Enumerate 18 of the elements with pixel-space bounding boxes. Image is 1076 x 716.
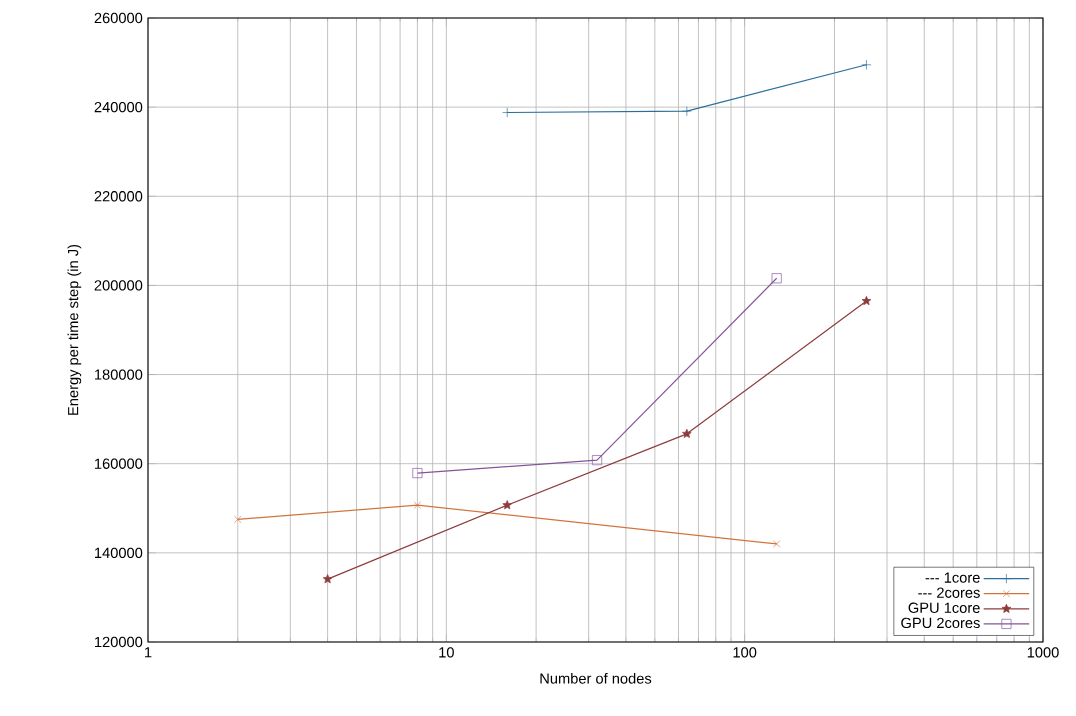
- x-tick-label: 100: [733, 647, 757, 658]
- y-tick-label: 200000: [94, 280, 143, 291]
- x-tick-label: 1: [145, 647, 152, 658]
- x-tick-label: 1000: [1027, 647, 1059, 658]
- y-tick-label: 120000: [95, 636, 143, 648]
- y-tick-label: 180000: [95, 369, 143, 380]
- y-tick-label: 140000: [95, 547, 143, 559]
- y-tick-label: 260000: [94, 12, 143, 24]
- y-tick-label: 220000: [94, 191, 143, 202]
- x-tick-label: 10: [439, 647, 454, 658]
- y-axis-title: Energy per time step (in J): [67, 244, 82, 415]
- legend-label: GPU 1core: [908, 602, 980, 613]
- legend-label: GPU 2cores: [901, 617, 980, 629]
- x-axis-title: Number of nodes: [540, 672, 652, 684]
- y-tick-label: 160000: [95, 458, 143, 469]
- legend-label: --- 1core: [925, 572, 980, 583]
- y-tick-label: 240000: [94, 101, 143, 113]
- legend-label: --- 2cores: [918, 587, 980, 598]
